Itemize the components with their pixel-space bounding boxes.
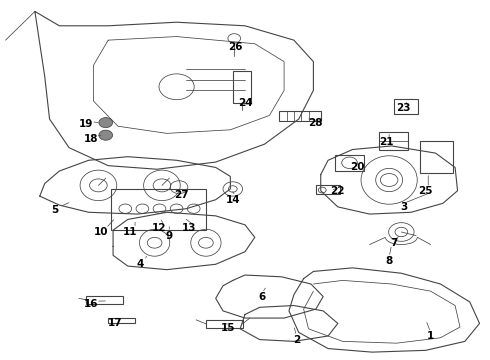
Text: 13: 13 [182, 224, 196, 233]
Circle shape [99, 130, 113, 140]
Text: 12: 12 [152, 224, 167, 233]
Text: 5: 5 [51, 206, 58, 216]
Text: 2: 2 [293, 334, 300, 345]
Text: 11: 11 [123, 227, 137, 237]
Text: 25: 25 [418, 186, 433, 196]
Text: 8: 8 [386, 256, 393, 266]
Bar [233, 71, 251, 103]
Bar [108, 318, 135, 323]
Text: 18: 18 [84, 134, 98, 144]
Bar [86, 296, 123, 304]
Text: 1: 1 [427, 331, 434, 341]
Text: 6: 6 [259, 292, 266, 302]
Text: 19: 19 [79, 120, 94, 129]
Text: 7: 7 [391, 238, 398, 248]
Text: 28: 28 [309, 118, 323, 128]
Text: 15: 15 [220, 323, 235, 333]
Text: 3: 3 [400, 202, 407, 212]
Text: 17: 17 [108, 319, 123, 328]
Bar [279, 111, 321, 121]
Circle shape [99, 118, 113, 128]
Bar [420, 140, 453, 173]
Text: 4: 4 [136, 259, 144, 269]
Text: 23: 23 [396, 103, 411, 113]
Bar [316, 185, 340, 194]
Text: 9: 9 [166, 231, 173, 240]
Bar [111, 189, 206, 230]
Bar [394, 99, 418, 114]
Bar [379, 132, 408, 149]
Text: 16: 16 [84, 299, 98, 309]
Text: 24: 24 [238, 98, 252, 108]
Text: 21: 21 [379, 138, 394, 147]
Text: 26: 26 [228, 42, 243, 52]
Bar [335, 155, 364, 171]
Text: 14: 14 [225, 195, 240, 205]
Text: 22: 22 [331, 186, 345, 196]
Text: 27: 27 [174, 190, 189, 200]
Text: 20: 20 [350, 162, 365, 172]
Text: 10: 10 [94, 227, 108, 237]
Bar [206, 320, 243, 328]
